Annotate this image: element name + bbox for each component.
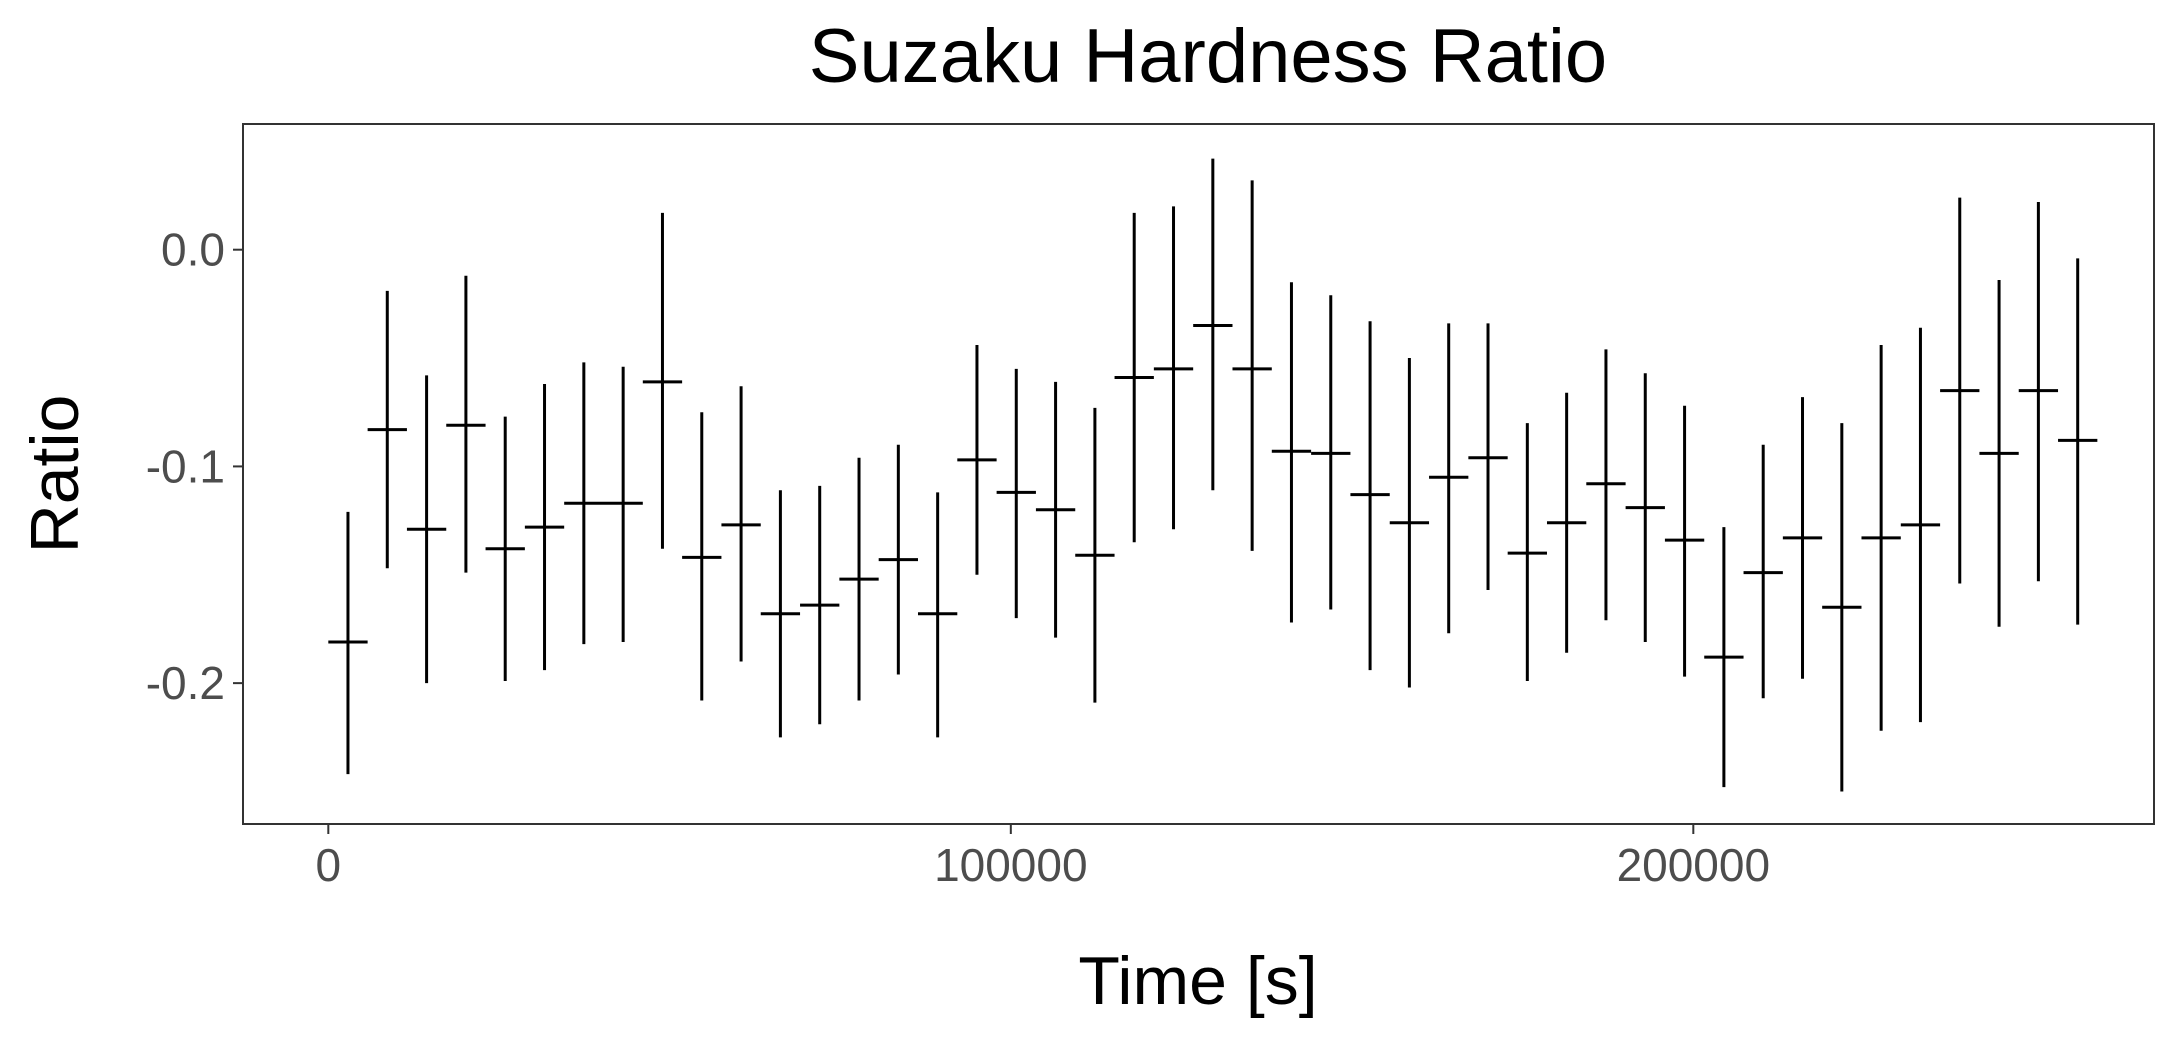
data-point bbox=[1114, 212, 1154, 543]
data-point bbox=[1468, 323, 1508, 590]
data-point bbox=[1350, 321, 1390, 671]
data-point bbox=[996, 368, 1036, 619]
data-point bbox=[878, 444, 918, 675]
data-point bbox=[564, 362, 604, 645]
x-tick-label: 0 bbox=[316, 839, 342, 891]
data-point bbox=[800, 485, 840, 725]
x-tick-label: 100000 bbox=[934, 839, 1088, 891]
data-point bbox=[1271, 282, 1312, 623]
data-point bbox=[917, 492, 958, 738]
data-point bbox=[1389, 358, 1430, 688]
data-point bbox=[1704, 527, 1744, 788]
data-point bbox=[1625, 373, 1665, 642]
y-tick-label: 0.0 bbox=[161, 224, 225, 276]
y-tick-label: -0.1 bbox=[146, 440, 225, 492]
x-tick-label: 200000 bbox=[1617, 839, 1771, 891]
chart-title: Suzaku Hardness Ratio bbox=[809, 14, 1607, 99]
y-tick-label: -0.2 bbox=[146, 657, 225, 709]
data-point bbox=[1429, 323, 1469, 634]
data-point bbox=[721, 386, 761, 662]
data-point bbox=[1822, 423, 1862, 792]
data-point bbox=[957, 345, 997, 575]
data-point bbox=[1743, 444, 1783, 699]
data-point bbox=[760, 490, 801, 738]
data-point bbox=[1153, 206, 1194, 530]
data-point bbox=[328, 511, 368, 775]
y-axis-title: Ratio bbox=[17, 395, 93, 554]
x-axis-title: Time [s] bbox=[1078, 943, 1317, 1019]
data-point bbox=[1035, 381, 1076, 638]
data-point bbox=[1507, 423, 1547, 681]
data-point bbox=[603, 366, 643, 642]
y-axis: -0.2 -0.1 0.0 bbox=[146, 224, 243, 709]
data-point bbox=[1311, 295, 1351, 610]
data-point bbox=[1586, 349, 1626, 621]
data-point bbox=[1546, 392, 1587, 653]
data-point bbox=[682, 412, 722, 701]
data-point bbox=[1193, 158, 1233, 491]
data-point bbox=[1232, 180, 1272, 551]
data-point bbox=[839, 457, 879, 701]
data-point bbox=[1664, 405, 1705, 677]
x-axis: 0 100000 200000 bbox=[316, 824, 1771, 891]
data-point bbox=[485, 416, 525, 681]
data-point bbox=[406, 375, 447, 684]
data-point bbox=[2018, 202, 2059, 582]
data-point bbox=[446, 275, 486, 573]
data-point bbox=[642, 212, 683, 549]
plot-panel bbox=[242, 123, 2155, 825]
data-point bbox=[1075, 407, 1115, 703]
data-point bbox=[1861, 345, 1901, 731]
data-point bbox=[1900, 327, 1941, 723]
data-point bbox=[2058, 258, 2098, 625]
data-point bbox=[367, 290, 407, 569]
data-point bbox=[1979, 280, 2019, 627]
data-point bbox=[1782, 397, 1823, 679]
data-point bbox=[1940, 197, 1980, 584]
data-points bbox=[328, 158, 2098, 792]
data-point bbox=[524, 384, 565, 671]
